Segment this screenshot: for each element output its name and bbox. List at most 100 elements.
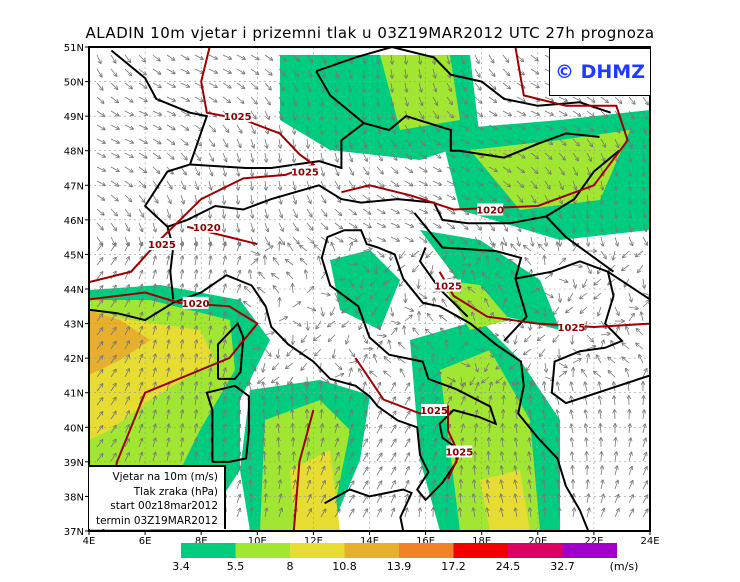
wind-arrow <box>643 180 644 190</box>
wind-arrow <box>152 424 156 434</box>
wind-arrow <box>195 354 197 364</box>
isobar-value: 1025 <box>420 406 448 417</box>
wind-arrow <box>264 68 272 75</box>
wind-arrow <box>265 180 266 190</box>
coastline <box>89 229 590 531</box>
isobar-label: 1025 <box>434 279 462 293</box>
wind-arrow <box>601 180 603 190</box>
wind-arrow <box>110 300 116 308</box>
wind-arrow <box>265 208 267 218</box>
wind-arrow <box>545 508 546 518</box>
wind-arrow <box>553 334 560 342</box>
wind-arrow <box>586 438 587 448</box>
wind-arrow <box>628 236 633 245</box>
wind-arrow <box>96 314 103 322</box>
wind-arrow <box>292 194 296 204</box>
isobar-label-bg <box>477 203 504 216</box>
wind-arrow <box>251 194 252 204</box>
wind-arrow <box>418 467 422 476</box>
wind-arrow <box>110 138 119 143</box>
wind-arrow <box>558 362 567 367</box>
wind-arrow <box>250 259 258 266</box>
wind-arrow <box>293 466 295 476</box>
wind-arrow <box>474 466 475 476</box>
wind-arrow <box>348 453 353 462</box>
wind-arrow <box>320 222 328 229</box>
wind-arrow <box>278 54 286 61</box>
wind-arrow <box>622 357 630 364</box>
wind-arrow <box>447 480 448 490</box>
wind-arrow <box>321 306 323 316</box>
wind-arrow <box>642 236 647 245</box>
wind-arrow <box>517 382 518 392</box>
wind-arrow <box>643 194 645 204</box>
legend-threshold: 13.9 <box>386 560 412 573</box>
wind-arrow <box>138 124 147 129</box>
lon-tick-label: 16E <box>416 536 435 547</box>
wind-arrow <box>544 180 550 189</box>
wind-arrow <box>460 494 461 504</box>
wind-arrow <box>265 194 267 204</box>
wind-arrow <box>181 368 183 378</box>
wind-arrow <box>628 110 634 119</box>
wind-arrow <box>250 138 254 148</box>
wind-arrow <box>110 222 116 230</box>
wind-arrow <box>460 110 468 117</box>
wind-arrow <box>615 166 617 176</box>
wind-arrow <box>362 509 367 518</box>
wind-arrow <box>124 96 133 102</box>
wind-arrow <box>384 357 392 364</box>
wind-arrow <box>195 312 197 322</box>
wind-arrow <box>138 194 145 202</box>
wind-arrow <box>376 250 384 257</box>
wind-arrow <box>587 194 589 204</box>
wind-arrow <box>236 397 240 406</box>
wind-arrow <box>496 376 504 383</box>
wind-arrow <box>362 453 368 462</box>
wind-arrow <box>96 384 103 392</box>
wind-arrow <box>543 452 545 462</box>
wind-arrow <box>335 124 336 134</box>
wind-arrow <box>138 166 146 172</box>
wind-speed-area <box>480 470 530 531</box>
lon-tick-label: 18E <box>472 536 491 547</box>
wind-arrow <box>376 439 382 448</box>
wind-arrow <box>497 259 504 266</box>
wind-arrow <box>250 348 260 349</box>
wind-arrow <box>209 194 211 204</box>
wind-arrow <box>348 208 356 215</box>
wind-arrow <box>181 424 183 434</box>
wind-speed-area <box>89 310 150 375</box>
wind-arrow <box>374 355 378 364</box>
wind-arrow <box>236 96 244 103</box>
wind-arrow <box>502 236 506 245</box>
wind-arrow <box>502 194 509 202</box>
wind-arrow <box>572 96 581 101</box>
lat-tick-label: 41N <box>64 389 84 400</box>
wind-arrow <box>321 96 323 106</box>
coastline <box>205 384 250 463</box>
wind-arrow <box>250 68 258 74</box>
wind-arrow <box>628 96 635 104</box>
wind-arrow <box>348 180 354 188</box>
wind-arrow <box>558 194 562 204</box>
wind-arrow <box>488 382 492 392</box>
wind-arrow <box>399 343 406 350</box>
wind-arrow <box>622 343 630 350</box>
wind-arrow <box>110 110 119 116</box>
wind-arrow <box>166 96 175 101</box>
wind-arrow <box>643 424 645 434</box>
wind-arrow <box>278 110 282 119</box>
wind-arrow <box>222 424 226 434</box>
wind-arrow <box>558 110 567 115</box>
wind-arrow <box>643 410 644 420</box>
wind-arrow <box>530 306 538 313</box>
isobar-line <box>89 291 259 531</box>
wind-arrow <box>545 362 546 372</box>
wind-arrow <box>166 194 171 203</box>
wind-arrow <box>404 194 413 199</box>
wind-arrow <box>96 68 102 77</box>
wind-arrow <box>259 272 266 280</box>
wind-arrow <box>287 272 294 280</box>
wind-arrow <box>152 256 156 266</box>
